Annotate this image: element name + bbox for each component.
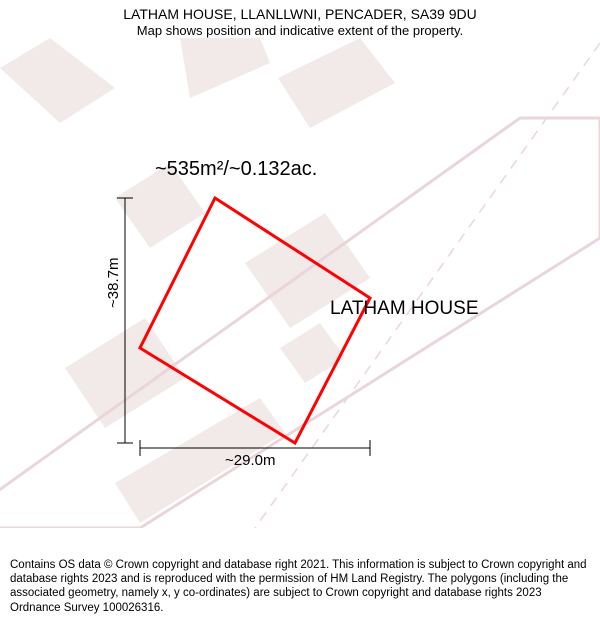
page-title: LATHAM HOUSE, LLANLLWNI, PENCADER, SA39 … bbox=[0, 6, 600, 22]
area-label: ~535m²/~0.132ac. bbox=[155, 158, 317, 181]
page-subtitle: Map shows position and indicative extent… bbox=[0, 23, 600, 38]
map-canvas: ~535m²/~0.132ac. LATHAM HOUSE ~38.7m ~29… bbox=[0, 38, 600, 528]
dimension-vertical: ~38.7m bbox=[105, 258, 122, 308]
copyright-footer: Contains OS data © Crown copyright and d… bbox=[0, 552, 600, 625]
header: LATHAM HOUSE, LLANLLWNI, PENCADER, SA39 … bbox=[0, 0, 600, 38]
map-svg bbox=[0, 38, 600, 528]
property-name-label: LATHAM HOUSE bbox=[330, 298, 479, 320]
dimension-horizontal: ~29.0m bbox=[225, 452, 275, 469]
